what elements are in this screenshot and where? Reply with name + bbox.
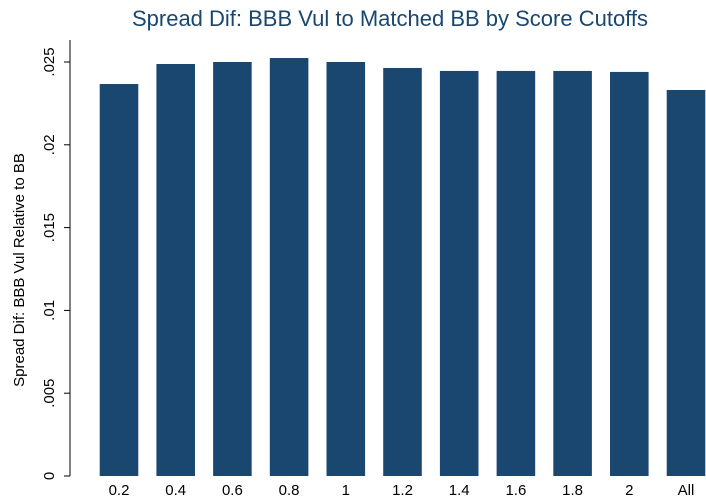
bar [156, 63, 195, 476]
x-tick-label: 2 [625, 482, 633, 499]
chart-title: Spread Dif: BBB Vul to Matched BB by Sco… [132, 6, 648, 31]
x-tick-label: 1.6 [505, 482, 526, 499]
bar [326, 62, 366, 476]
y-tick-label: .025 [41, 47, 58, 76]
bar [610, 71, 649, 476]
x-tick-label: 0.8 [279, 482, 300, 499]
bar [99, 84, 139, 476]
x-tick-label: 1.2 [392, 482, 413, 499]
bar [553, 70, 592, 477]
x-tick-label: 0.4 [165, 482, 186, 499]
bar [666, 89, 706, 477]
x-tick-label: 1.4 [449, 482, 470, 499]
bar [269, 58, 309, 476]
bar [213, 62, 252, 476]
bar [439, 70, 479, 477]
y-axis-label: Spread Dif: BBB Vul Relative to BB [11, 153, 28, 387]
bar [383, 67, 422, 476]
y-tick-label: .02 [41, 134, 58, 155]
y-tick-label: 0 [41, 472, 58, 480]
x-tick-label: All [678, 482, 695, 499]
x-tick-label: 0.6 [222, 482, 243, 499]
y-tick-label: .015 [41, 213, 58, 242]
y-tick-label: .005 [41, 379, 58, 408]
x-tick-label: 0.2 [109, 482, 130, 499]
x-tick-label: 1 [342, 482, 350, 499]
x-tick-label: 1.8 [562, 482, 583, 499]
y-tick-label: .01 [41, 300, 58, 321]
bar [496, 70, 536, 477]
